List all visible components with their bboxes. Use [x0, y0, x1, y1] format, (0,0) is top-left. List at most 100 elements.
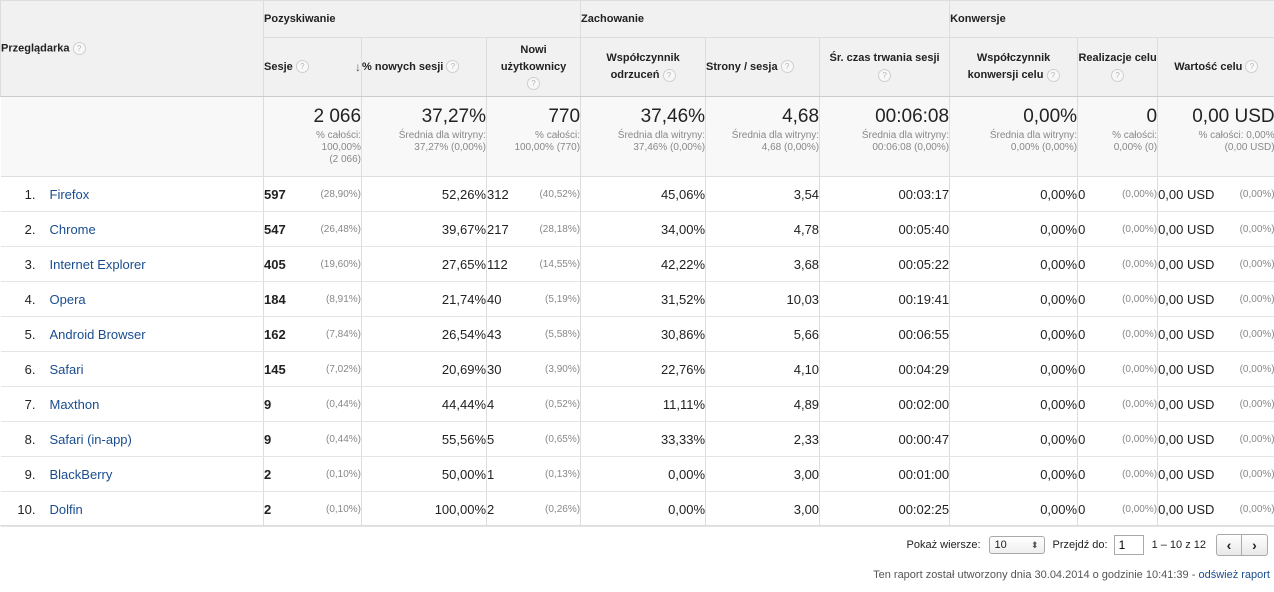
goal-value-cell: 0,00 USD (0,00%) [1157, 456, 1274, 492]
new-users-cell: 1 (0,13%) [486, 456, 581, 492]
pages-per-session-cell: 3,54 [705, 176, 820, 212]
bounce-rate-cell: 30,86% [580, 316, 706, 352]
table-row: 8. Safari (in-app) 9 (0,44%) 55,56% 5 (0,6… [0, 421, 1274, 457]
new-users-value: 217 [487, 221, 509, 237]
row-index: 6. [0, 351, 36, 387]
browser-link[interactable]: Firefox [49, 186, 90, 202]
goal-value-cell: 0,00 USD (0,00%) [1157, 421, 1274, 457]
sessions-value: 145 [264, 361, 286, 377]
avg-duration-cell: 00:19:41 [819, 281, 950, 317]
help-icon[interactable]: ? [1111, 68, 1125, 82]
browser-link[interactable]: Opera [49, 291, 86, 307]
goal-value-pct: (0,00%) [1239, 503, 1274, 515]
help-icon[interactable]: ? [1046, 68, 1060, 82]
pages-per-session-cell: 4,89 [705, 386, 820, 422]
col-new-users[interactable]: Nowi użytkownicy? [486, 37, 581, 97]
next-page-button[interactable]: › [1242, 534, 1268, 556]
col-pages-per-session[interactable]: Strony / sesja ? [705, 37, 820, 97]
help-icon[interactable]: ? [446, 60, 460, 74]
table-row: 4. Opera 184 (8,91%) 21,74% 40 (5,19%) 31,… [0, 281, 1274, 317]
show-rows-select[interactable]: 10 ⬍ [988, 536, 1045, 554]
help-icon[interactable]: ? [662, 68, 676, 82]
new-users-value: 312 [487, 186, 509, 202]
new-users-cell: 112 (14,55%) [486, 246, 581, 282]
table-bottom-divider [0, 525, 1274, 526]
browser-link[interactable]: Dolfin [49, 501, 83, 517]
new-sessions-pct-cell: 50,00% [361, 456, 487, 492]
new-users-cell: 2 (0,26%) [486, 491, 581, 527]
refresh-report-link[interactable]: odśwież raport [1198, 569, 1270, 581]
pages-per-session-cell: 3,00 [705, 491, 820, 527]
sort-desc-icon[interactable]: ↓ [355, 59, 362, 74]
goal-completions-cell: 0 (0,00%) [1077, 491, 1158, 527]
sessions-cell: 9 (0,44%) [263, 421, 362, 457]
browser-link[interactable]: Maxthon [49, 396, 100, 412]
browser-link[interactable]: Safari [49, 361, 84, 377]
goto-page-input[interactable] [1113, 535, 1144, 555]
goal-conv-rate-cell: 0,00% [949, 246, 1078, 282]
new-sessions-pct-cell: 44,44% [361, 386, 487, 422]
sessions-cell: 9 (0,44%) [263, 386, 362, 422]
browser-link[interactable]: BlackBerry [49, 466, 113, 482]
sessions-pct: (0,10%) [326, 468, 362, 480]
help-icon[interactable]: ? [295, 60, 309, 74]
new-users-cell: 5 (0,65%) [486, 421, 581, 457]
goal-conv-rate-cell: 0,00% [949, 281, 1078, 317]
goal-completions-pct: (0,00%) [1122, 328, 1158, 340]
browser-link[interactable]: Android Browser [49, 326, 146, 342]
help-icon[interactable]: ? [878, 68, 892, 82]
new-users-cell: 312 (40,52%) [486, 176, 581, 212]
goal-value-pct: (0,00%) [1239, 468, 1274, 480]
goal-completions-cell: 0 (0,00%) [1077, 176, 1158, 212]
browser-name-cell: Opera [35, 281, 264, 317]
col-sessions[interactable]: Sesje ? ↓ [263, 37, 362, 97]
pages-per-session-cell: 10,03 [705, 281, 820, 317]
table-row: 7. Maxthon 9 (0,44%) 44,44% 4 (0,52%) 11,1… [0, 386, 1274, 422]
sessions-cell: 2 (0,10%) [263, 491, 362, 527]
help-icon[interactable]: ? [780, 60, 794, 74]
prev-page-button[interactable]: ‹ [1216, 534, 1242, 556]
col-goal-completions[interactable]: Realizacje celu ? [1077, 37, 1158, 97]
col-bounce-rate[interactable]: Współczynnik odrzuceń ? [580, 37, 706, 97]
goal-completions-pct: (0,00%) [1122, 258, 1158, 270]
new-sessions-pct-cell: 39,67% [361, 211, 487, 247]
col-goal-conv-rate[interactable]: Współczynnik konwersji celu ? [949, 37, 1078, 97]
help-icon[interactable]: ? [1245, 60, 1259, 74]
goal-completions-pct: (0,00%) [1122, 293, 1158, 305]
sessions-value: 162 [264, 326, 286, 342]
new-sessions-pct-cell: 20,69% [361, 351, 487, 387]
help-icon[interactable]: ? [72, 42, 86, 55]
total-avg-duration: 00:06:08 Średnia dla witryny: 00:06:08 (0,… [819, 96, 950, 177]
goal-completions-pct: (0,00%) [1122, 468, 1158, 480]
goal-value-pct: (0,00%) [1239, 328, 1274, 340]
goal-value-pct: (0,00%) [1239, 188, 1274, 200]
total-goal-conv-rate: 0,00% Średnia dla witryny: 0,00% (0,00%) [949, 96, 1078, 177]
col-new-sessions-pct[interactable]: % nowych sesji ? [361, 37, 487, 97]
sessions-cell: 405 (19,60%) [263, 246, 362, 282]
report-generated-note: Ten raport został utworzony dnia 30.04.2… [873, 569, 1270, 581]
table-row: 10. Dolfin 2 (0,10%) 100,00% 2 (0,26%) 0,0… [0, 491, 1274, 527]
sessions-value: 597 [264, 186, 286, 202]
col-avg-duration[interactable]: Śr. czas trwania sesji? [819, 37, 950, 97]
table-row: 5. Android Browser 162 (7,84%) 26,54% 43 (… [0, 316, 1274, 352]
pages-per-session-cell: 2,33 [705, 421, 820, 457]
browser-link[interactable]: Chrome [49, 221, 96, 237]
goal-value-cell: 0,00 USD (0,00%) [1157, 246, 1274, 282]
browser-link[interactable]: Internet Explorer [49, 256, 146, 272]
help-icon[interactable]: ? [527, 77, 541, 91]
sessions-value: 9 [264, 396, 272, 412]
sessions-pct: (19,60%) [320, 258, 362, 270]
new-sessions-pct-cell: 26,54% [361, 316, 487, 352]
bounce-rate-cell: 33,33% [580, 421, 706, 457]
avg-duration-cell: 00:05:40 [819, 211, 950, 247]
goal-conv-rate-cell: 0,00% [949, 421, 1078, 457]
goal-completions-cell: 0 (0,00%) [1077, 351, 1158, 387]
col-goal-value[interactable]: Wartość celu ? [1157, 37, 1274, 97]
goal-completions-value: 0 [1078, 466, 1086, 482]
sessions-value: 184 [264, 291, 286, 307]
pages-per-session-cell: 4,78 [705, 211, 820, 247]
total-goal-value: 0,00 USD% całości: 0,00% (0,00 USD) [1157, 96, 1274, 177]
browser-link[interactable]: Safari (in-app) [49, 431, 132, 447]
bounce-rate-cell: 31,52% [580, 281, 706, 317]
browser-column-header[interactable]: Przeglądarka ? [0, 0, 264, 97]
